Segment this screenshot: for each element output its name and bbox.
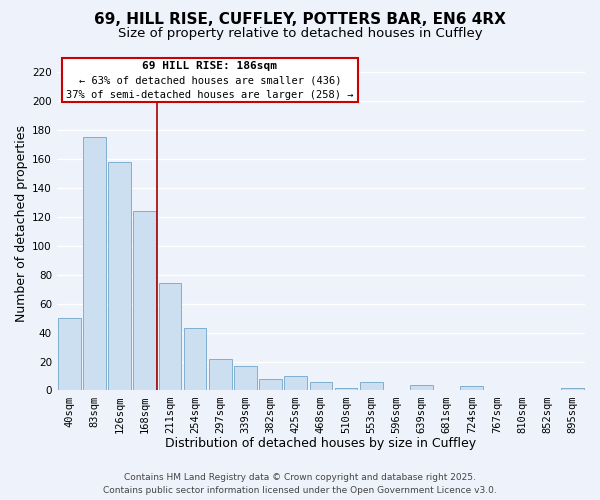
Bar	[460, 386, 483, 390]
Text: Contains HM Land Registry data © Crown copyright and database right 2025.
Contai: Contains HM Land Registry data © Crown c…	[103, 474, 497, 495]
Text: 69 HILL RISE: 186sqm: 69 HILL RISE: 186sqm	[142, 62, 277, 72]
FancyBboxPatch shape	[62, 58, 358, 102]
Bar	[83, 137, 106, 390]
Bar	[284, 376, 307, 390]
Text: 69, HILL RISE, CUFFLEY, POTTERS BAR, EN6 4RX: 69, HILL RISE, CUFFLEY, POTTERS BAR, EN6…	[94, 12, 506, 28]
Bar	[310, 382, 332, 390]
Y-axis label: Number of detached properties: Number of detached properties	[15, 126, 28, 322]
Bar	[58, 318, 80, 390]
Bar	[109, 162, 131, 390]
Bar	[133, 211, 156, 390]
Bar	[209, 358, 232, 390]
Bar	[158, 284, 181, 391]
Bar	[410, 384, 433, 390]
Bar	[259, 379, 282, 390]
Text: 37% of semi-detached houses are larger (258) →: 37% of semi-detached houses are larger (…	[66, 90, 354, 100]
Bar	[234, 366, 257, 390]
Bar	[360, 382, 383, 390]
Bar	[335, 388, 358, 390]
X-axis label: Distribution of detached houses by size in Cuffley: Distribution of detached houses by size …	[166, 437, 476, 450]
Bar	[184, 328, 206, 390]
Text: ← 63% of detached houses are smaller (436): ← 63% of detached houses are smaller (43…	[79, 76, 341, 86]
Bar	[561, 388, 584, 390]
Text: Size of property relative to detached houses in Cuffley: Size of property relative to detached ho…	[118, 28, 482, 40]
